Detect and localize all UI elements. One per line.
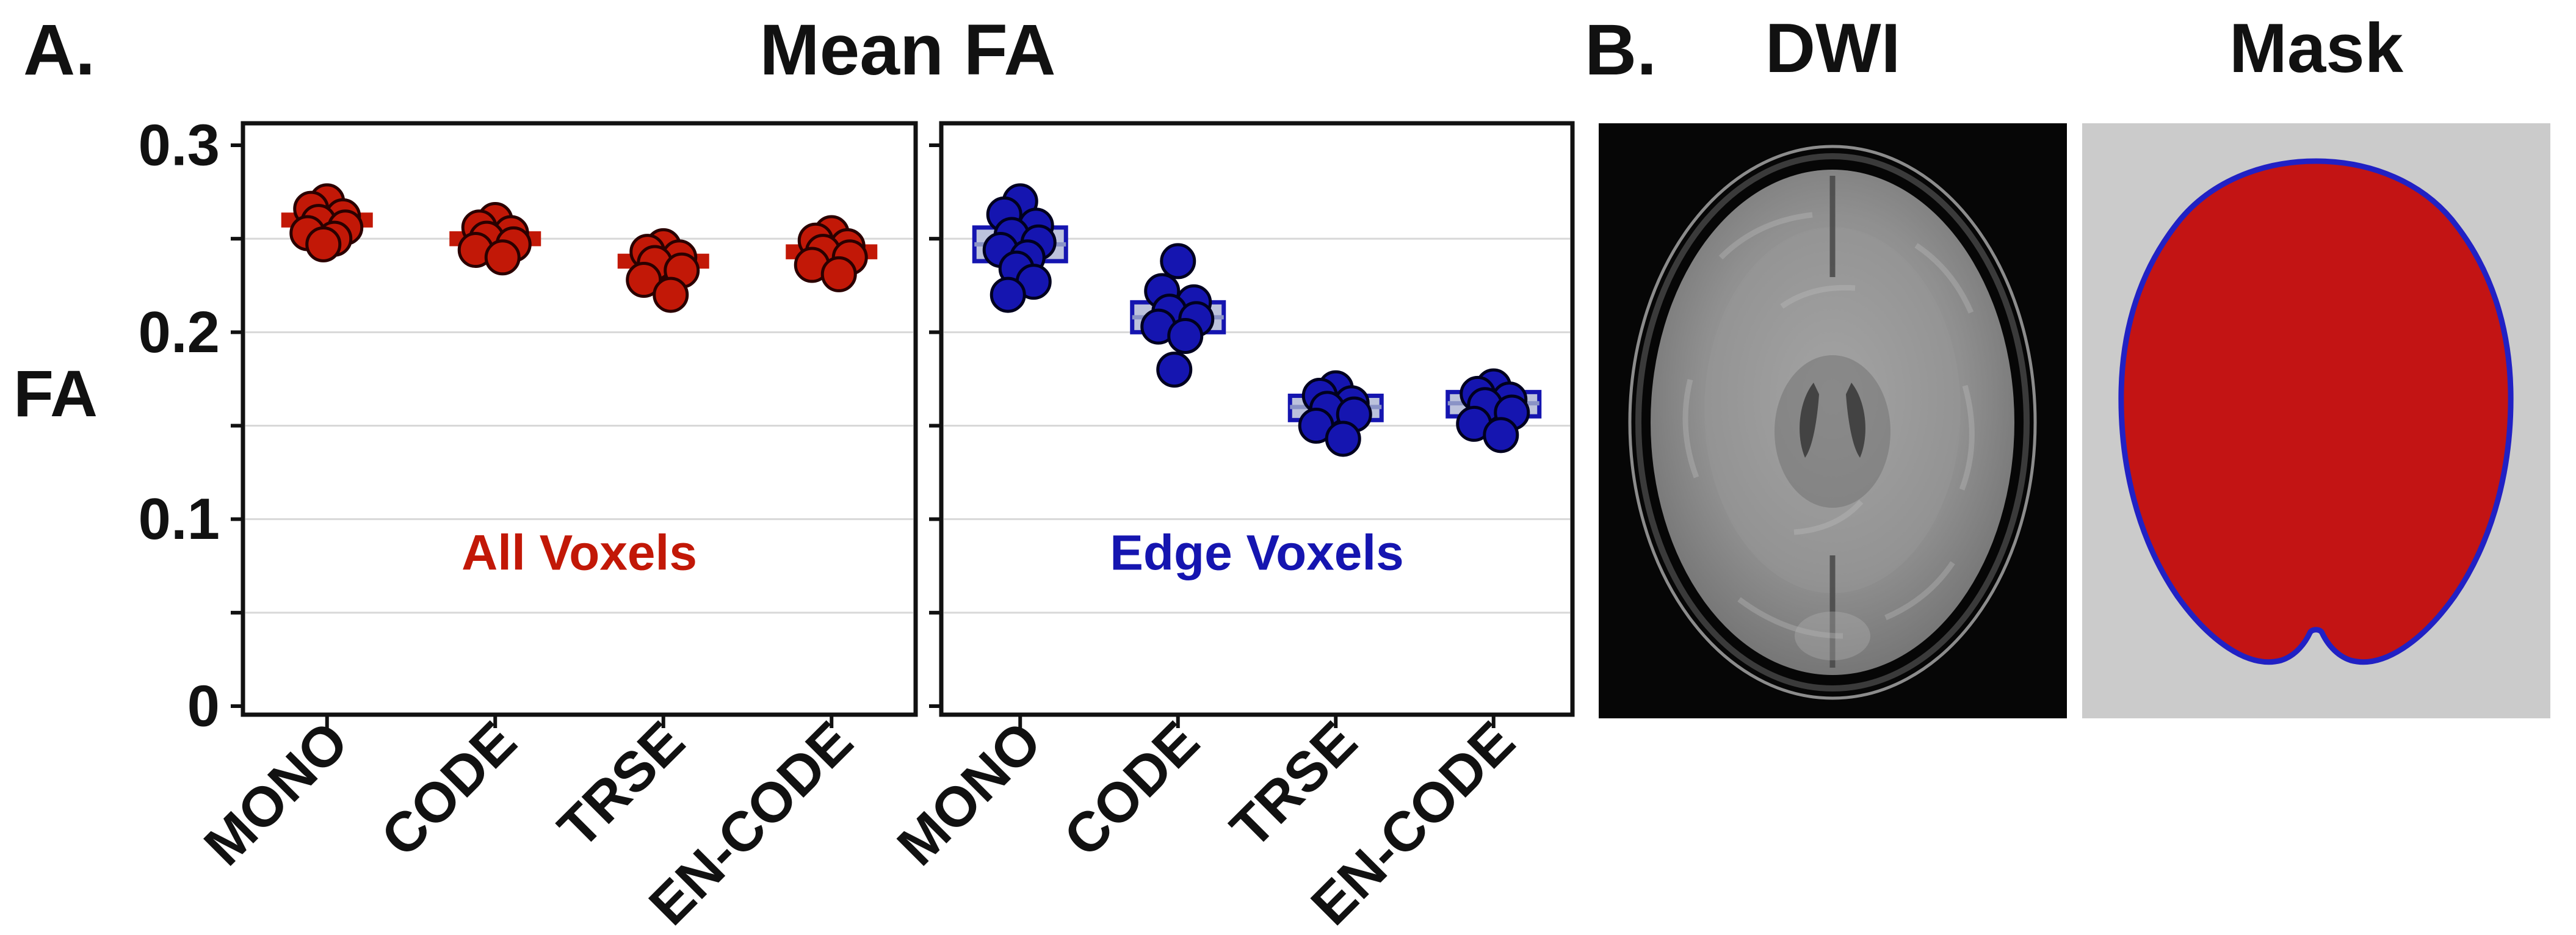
data-point: [305, 226, 342, 262]
y-tick-label: 0.3: [139, 113, 220, 178]
data-point: [1483, 417, 1519, 453]
mask-title: Mask: [2229, 10, 2404, 87]
data-point: [820, 256, 857, 292]
panel-b-label: B.: [1585, 10, 1657, 90]
x-category-label: MONO: [886, 710, 1054, 878]
data-point: [1156, 352, 1193, 388]
data-point: [1325, 421, 1361, 457]
brain-mask-shape: [2118, 158, 2514, 665]
central-region: [1775, 355, 1890, 508]
y-axis-label: FA: [13, 356, 98, 430]
series-annotation: All Voxels: [461, 525, 697, 580]
skull-rim: [1635, 153, 2030, 691]
panel-a-title: Mean FA: [759, 10, 1056, 90]
x-category-label: TRSE: [546, 710, 696, 860]
y-tick-label: 0.2: [139, 300, 220, 365]
data-point: [1160, 243, 1196, 280]
data-point: [484, 239, 521, 276]
data-point: [990, 276, 1026, 313]
x-category-label: CODE: [369, 710, 528, 868]
y-tick-label: 0.1: [139, 486, 220, 552]
dwi-title: DWI: [1765, 10, 1901, 87]
data-point: [1167, 317, 1204, 354]
white-matter: [1704, 227, 1961, 593]
left-ventricle: [1800, 383, 1819, 458]
brain-mask-image: [2082, 123, 2550, 718]
data-point: [653, 276, 689, 313]
scalp-rim: [1628, 145, 2037, 700]
x-category-label: TRSE: [1219, 710, 1369, 860]
y-tick-label: 0: [187, 674, 220, 739]
series-annotation: Edge Voxels: [1110, 525, 1404, 580]
occipital-bright-spot: [1795, 612, 1870, 660]
x-category-label: CODE: [1052, 710, 1211, 868]
dwi-brain-image: [1599, 123, 2067, 718]
plot-border: [939, 121, 1575, 717]
data-point: [626, 262, 662, 298]
plot-border: [241, 121, 918, 717]
panel-a-label: A.: [23, 10, 95, 90]
gyri-texture: [1682, 212, 1975, 639]
right-ventricle: [1846, 383, 1865, 458]
brain-tissue: [1651, 170, 2014, 675]
